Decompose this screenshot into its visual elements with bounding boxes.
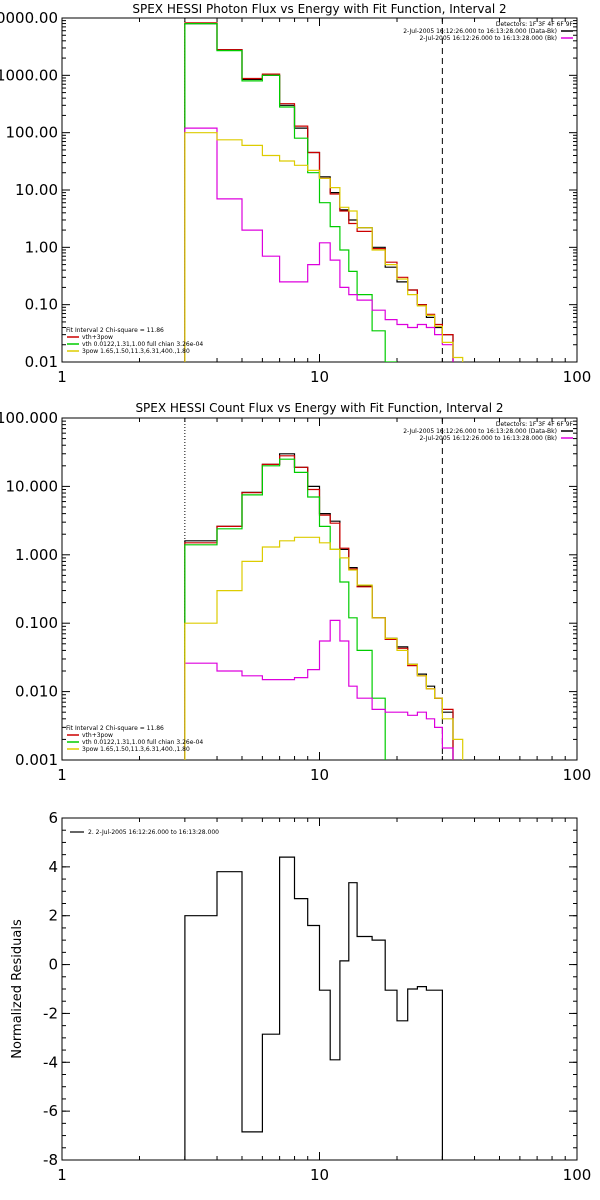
fit-legend-text: Fit Interval 2 Chi-square = 11.86 — [66, 725, 164, 732]
x-tick-label: 10 — [310, 766, 329, 784]
info-text: Detectors: 1F 3F 4F 6F 9F — [496, 21, 574, 28]
info-text: Detectors: 1F 3F 4F 6F 9F — [496, 421, 574, 428]
info-text: 2-Jul-2005 16:12:26.000 to 16:13:28.000 … — [403, 428, 557, 435]
y-tick-label: 1000.00 — [0, 66, 58, 84]
y-tick-label: -2 — [43, 1004, 58, 1022]
fit-legend-text: 3pow 1.65,1.50,11.3,6.31,400.,1.80 — [82, 348, 190, 355]
y-tick-label: 0.001 — [15, 751, 58, 769]
fit-legend-text: vth+3pow — [82, 732, 113, 739]
info-text: 2-Jul-2005 16:12:26.000 to 16:13:28.000 … — [419, 435, 557, 442]
background-series — [184, 127, 454, 362]
x-tick-label: 1 — [57, 368, 67, 386]
y-tick-label: 0.010 — [15, 683, 58, 701]
y-tick-label: 6 — [48, 809, 58, 827]
y-tick-label: 1.000 — [15, 546, 58, 564]
plot-area — [184, 856, 443, 1160]
y-axis-label: Normalized Residuals — [10, 919, 25, 1059]
y-tick-label: 10.00 — [15, 181, 58, 199]
y-tick-label: -8 — [43, 1151, 58, 1169]
info-text: 2-Jul-2005 16:12:26.000 to 16:13:28.000 … — [403, 28, 557, 35]
y-tick-label: 10.000 — [6, 477, 59, 495]
x-tick-label: 100 — [563, 368, 592, 386]
fit-legend-text: vth+3pow — [82, 334, 113, 341]
residual-legend-label: 2. 2-Jul-2005 16:12:26.000 to 16:13:28.0… — [88, 829, 219, 836]
count-flux-panel: SPEX HESSI Count Flux vs Energy with Fit… — [0, 401, 591, 784]
y-tick-label: 0.01 — [25, 353, 58, 371]
y-tick-label: 10000.00 — [0, 9, 58, 27]
x-tick-label: 10 — [310, 368, 329, 386]
y-tick-label: 0 — [48, 956, 58, 974]
y-tick-label: 0.100 — [15, 614, 58, 632]
y-tick-label: 1.00 — [25, 238, 58, 256]
y-tick-label: -4 — [43, 1053, 58, 1071]
y-tick-label: 100.00 — [6, 124, 59, 142]
background-series — [184, 619, 454, 760]
x-tick-label: 1 — [57, 766, 67, 784]
x-tick-label: 1 — [57, 1166, 67, 1184]
x-tick-label: 10 — [310, 1166, 329, 1184]
fit-legend-text: 3pow 1.65,1.50,11.3,6.31,400.,1.80 — [82, 746, 190, 753]
y-tick-label: 0.10 — [25, 296, 58, 314]
residual-series — [184, 856, 443, 1160]
y-tick-label: 100.000 — [0, 409, 58, 427]
y-tick-label: 2 — [48, 907, 58, 925]
info-text: 2-Jul-2005 16:12:26.000 to 16:13:28.000 … — [419, 35, 557, 42]
fit-legend-text: Fit Interval 2 Chi-square = 11.86 — [66, 327, 164, 334]
power-law-fit-series — [184, 536, 464, 760]
fit-legend-text: vth 0.0122,1.31,1.00 full chian 3.26e-04 — [82, 341, 203, 348]
chart-title: SPEX HESSI Photon Flux vs Energy with Fi… — [132, 2, 506, 16]
x-tick-label: 100 — [563, 1166, 592, 1184]
power-law-fit-series — [184, 132, 464, 362]
residuals-panel: -8 -6 -4 -2 0 2 4 6 1 10 100 Normalized Residuals 2.… — [10, 809, 591, 1184]
y-tick-label: -6 — [43, 1102, 58, 1120]
photon-flux-panel: SPEX HESSI Photon Flux vs Energy with Fi… — [0, 2, 591, 386]
chart-title: SPEX HESSI Count Flux vs Energy with Fit… — [135, 401, 503, 415]
y-tick-label: 4 — [48, 858, 58, 876]
fit-legend-text: vth 0.0122,1.31,1.00 full chian 3.26e-04 — [82, 739, 203, 746]
plot-frame — [61, 417, 578, 761]
plot-area — [184, 453, 464, 760]
plot-area — [184, 22, 464, 362]
thermal-fit-series — [184, 458, 386, 760]
x-tick-label: 100 — [563, 766, 592, 784]
